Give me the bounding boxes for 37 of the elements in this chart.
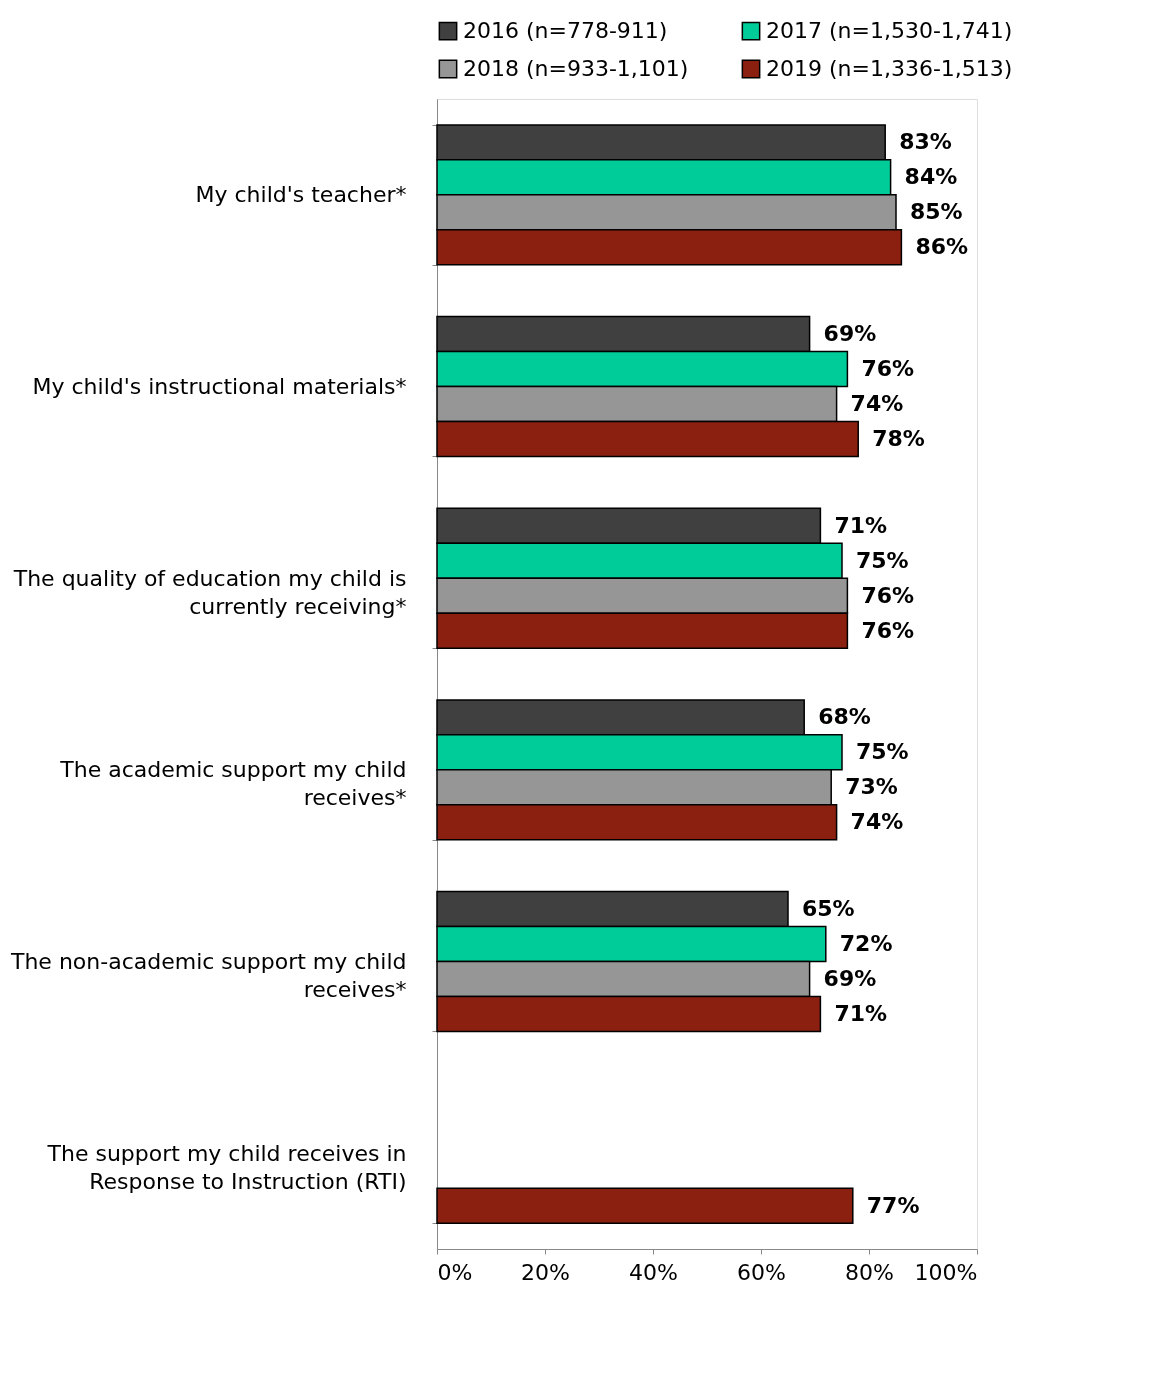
x-tick-label: 20% xyxy=(521,1259,570,1285)
data-label: 76% xyxy=(861,582,915,608)
x-tick-label: 100% xyxy=(914,1259,978,1285)
data-label: 74% xyxy=(850,809,904,835)
data-label: 65% xyxy=(802,896,855,922)
data-label: 71% xyxy=(834,1000,888,1026)
y-tick-label: My child's teacher* xyxy=(195,182,407,208)
data-label: 69% xyxy=(823,965,877,991)
legend-label: 2019 (n=1,336-1,513) xyxy=(766,56,1013,81)
legend-label: 2016 (n=778-911) xyxy=(463,18,668,44)
y-tick-label: The academic support my child receives* xyxy=(59,757,407,811)
data-label: 76% xyxy=(861,356,915,382)
data-label: 76% xyxy=(861,617,915,643)
data-label: 75% xyxy=(856,547,909,573)
x-tick-label: 80% xyxy=(845,1259,894,1285)
data-label: 73% xyxy=(845,774,898,800)
data-label: 71% xyxy=(834,512,888,538)
y-tick-label: The non-academic support my child receives* xyxy=(9,949,407,1002)
x-tick-label: 0% xyxy=(437,1259,473,1285)
y-tick-label: The support my child receives in Response to Instruction (RTI) xyxy=(46,1140,407,1194)
legend-label: 2018 (n=933-1,101) xyxy=(463,56,689,81)
data-label: 84% xyxy=(904,164,958,190)
y-tick-label: My child's instructional materials* xyxy=(32,374,407,399)
data-label: 72% xyxy=(839,931,893,957)
data-label: 74% xyxy=(850,390,904,416)
data-label: 86% xyxy=(915,234,969,260)
data-label: 77% xyxy=(866,1192,920,1218)
x-tick-label: 40% xyxy=(629,1259,678,1285)
data-label: 75% xyxy=(856,739,909,765)
legend-label: 2017 (n=1,530-1,741) xyxy=(766,18,1013,44)
data-label: 68% xyxy=(818,704,871,730)
data-label: 78% xyxy=(872,425,925,451)
data-label: 69% xyxy=(823,321,877,347)
x-tick-label: 60% xyxy=(737,1259,786,1285)
data-label: 83% xyxy=(899,129,952,155)
y-tick-label: The quality of education my child is currently receiving* xyxy=(12,565,407,619)
data-label: 85% xyxy=(910,199,963,225)
